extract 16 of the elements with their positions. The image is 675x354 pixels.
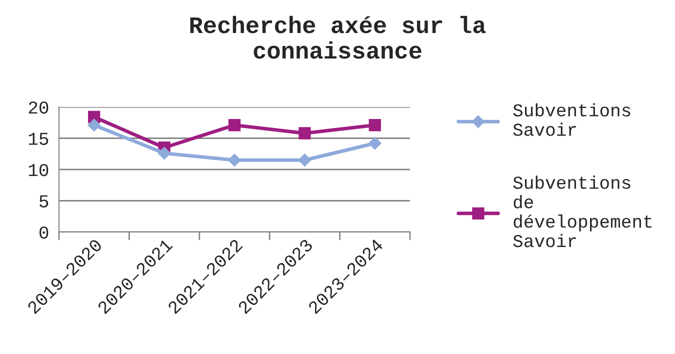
point [368, 119, 381, 132]
y-tick-label: 0 [40, 226, 48, 239]
y-tick-label: 10 [28, 164, 48, 176]
point [228, 154, 241, 167]
y-tick-label: 20 [28, 101, 48, 114]
point [298, 127, 311, 140]
chart-title: Recherche axée sur la connaissance [190, 16, 486, 59]
point [158, 146, 171, 160]
legend-label: Subventions de développement Savoir [513, 176, 652, 248]
point [298, 154, 312, 167]
point [228, 119, 241, 132]
y-tick-label: 15 [28, 132, 48, 145]
point [368, 136, 382, 150]
point [88, 118, 101, 132]
legend-label: Subventions Savoir [513, 103, 630, 136]
y-tick-label: 5 [40, 195, 48, 208]
